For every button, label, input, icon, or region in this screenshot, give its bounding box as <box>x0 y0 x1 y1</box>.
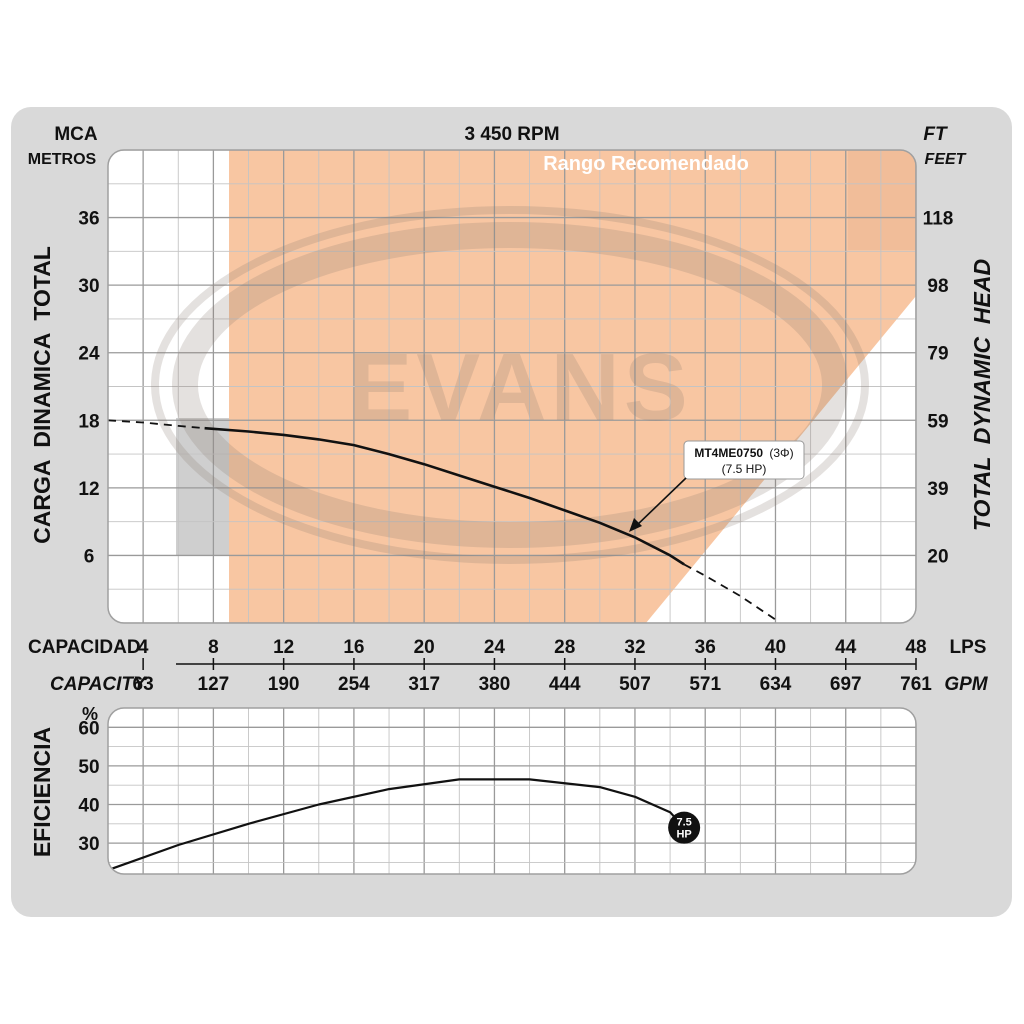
efficiency-y-tick-label: 50 <box>78 757 99 778</box>
gray-band-right <box>848 150 916 250</box>
x-ticks: 4 63 8 127 12 190 16 254 20 317 24 380 28 444 32 507 36 5… <box>133 637 933 695</box>
efficiency-y-ticks: 30 40 50 60 <box>78 718 99 855</box>
watermark-text: EVANS <box>348 334 692 441</box>
y-tick-label-ft: 79 <box>927 344 948 365</box>
x-tick-label-gpm: 380 <box>479 674 511 695</box>
efficiency-y-tick-label: 30 <box>78 834 99 855</box>
callout-arrowhead <box>629 518 642 532</box>
evans-logo-watermark: EVANS <box>151 206 869 564</box>
efficiency-unit: % <box>82 704 98 724</box>
x-axis-title-secondary: CAPACITY <box>50 674 148 695</box>
efficiency-curve-line <box>108 778 685 872</box>
y-tick-label: 36 <box>78 209 99 230</box>
right-unit: FT <box>923 124 948 145</box>
badge-circle <box>668 811 701 844</box>
x-tick-label-gpm: 571 <box>689 674 721 695</box>
head-curve <box>108 419 777 621</box>
efficiency-plot-area <box>108 708 916 874</box>
head-grid <box>108 150 916 623</box>
badge-line2: HP <box>676 829 691 841</box>
chart-title: 3 450 RPM <box>464 124 559 145</box>
efficiency-curve <box>108 778 685 872</box>
x-tick-label: 8 <box>208 637 219 658</box>
efficiency-end-badge: 7.5HP <box>668 811 701 844</box>
x-tick-label-gpm: 254 <box>338 674 370 695</box>
y-tick-label: 24 <box>78 344 100 365</box>
y-axis-title-right: TOTAL DYNAMIC HEAD <box>969 259 995 531</box>
y-tick-label: 6 <box>84 546 95 567</box>
left-unit-sub: METROS <box>28 151 97 168</box>
y-ticks-right: 20 39 59 79 98 118 <box>923 209 954 568</box>
callout-arrow <box>633 477 687 529</box>
left-unit: MCA <box>54 124 98 145</box>
efficiency-title: EFICIENCIA <box>29 727 55 857</box>
gray-band-left <box>176 418 229 556</box>
efficiency-grid <box>108 708 916 874</box>
x-tick-label: 12 <box>273 637 294 658</box>
x-tick-label: 32 <box>624 637 645 658</box>
y-axis-title: CARGA DINAMICA TOTAL <box>29 246 55 544</box>
efficiency-y-tick-label: 60 <box>78 718 99 739</box>
x-axis-unit-secondary: GPM <box>944 674 988 695</box>
y-tick-label-ft: 39 <box>927 479 948 500</box>
y-ticks-left: 6 12 18 24 30 36 <box>78 209 100 568</box>
y-tick-label-ft: 59 <box>927 411 948 432</box>
x-tick-label: 48 <box>905 637 926 658</box>
head-curve-dashed-end <box>683 563 777 621</box>
x-tick-label: 24 <box>484 637 506 658</box>
callout-line2: (7.5 HP) <box>722 462 767 476</box>
head-curve-solid <box>204 426 685 566</box>
badge-line1: 7.5 <box>676 817 691 829</box>
x-tick-label-gpm: 444 <box>549 674 581 695</box>
y-tick-label-ft: 20 <box>927 546 948 567</box>
x-tick-label-gpm: 697 <box>830 674 862 695</box>
callout-box <box>683 440 805 480</box>
efficiency-y-tick-label: 40 <box>78 796 99 817</box>
x-tick-label-gpm: 317 <box>408 674 440 695</box>
y-tick-label-ft: 118 <box>923 209 954 230</box>
series-callout: MT4ME0750 (3Φ) (7.5 HP) <box>629 440 805 532</box>
efficiency-plot-border <box>107 707 917 875</box>
x-tick-label-gpm: 127 <box>198 674 230 695</box>
head-plot-border <box>107 149 917 624</box>
y-tick-label: 30 <box>78 276 99 297</box>
x-tick-label: 16 <box>343 637 364 658</box>
x-tick-label: 36 <box>695 637 716 658</box>
right-unit-sub: FEET <box>925 151 967 168</box>
x-axis-unit: LPS <box>950 637 987 658</box>
y-tick-label: 12 <box>78 479 99 500</box>
x-tick-label-gpm: 190 <box>268 674 300 695</box>
y-tick-label-ft: 98 <box>927 276 948 297</box>
x-tick-label-gpm: 634 <box>760 674 792 695</box>
callout-line1: MT4ME0750 (3Φ) <box>694 446 793 460</box>
x-tick-label: 44 <box>835 637 857 658</box>
x-tick-label-gpm: 761 <box>900 674 932 695</box>
y-tick-label: 18 <box>78 411 99 432</box>
head-curve-dashed-start <box>108 419 205 430</box>
x-tick-label: 40 <box>765 637 786 658</box>
x-tick-label: 20 <box>414 637 435 658</box>
recommended-range-label: Rango Recomendado <box>543 153 749 175</box>
x-tick-label-gpm: 63 <box>133 674 154 695</box>
x-tick-label-gpm: 507 <box>619 674 651 695</box>
x-axis-title: CAPACIDAD <box>28 637 141 658</box>
x-tick-label: 4 <box>138 637 149 658</box>
x-tick-label: 28 <box>554 637 575 658</box>
